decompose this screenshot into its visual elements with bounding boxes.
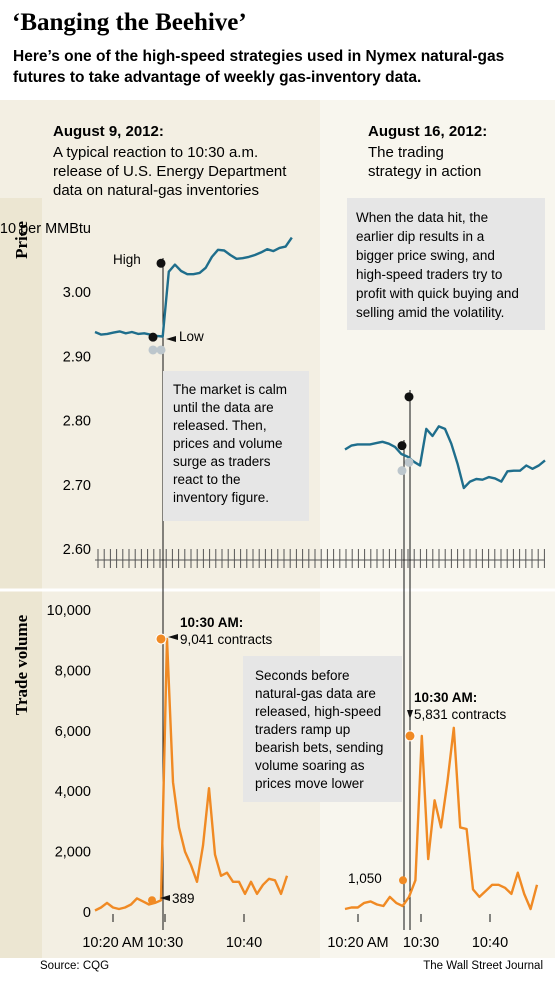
callout-left-line2: until the data are xyxy=(173,400,274,415)
aug16-low-marker xyxy=(397,441,407,451)
price-gray-marker xyxy=(397,466,407,476)
series-layer xyxy=(94,236,546,912)
callout-left-line4: prices and volume xyxy=(173,436,283,451)
callout-left: The market is calm until the data are re… xyxy=(163,371,309,521)
volume-x-tick-label: 10:30 xyxy=(147,935,183,951)
volume-y-ticks: 10,000 8,000 6,000 4,000 2,000 0 xyxy=(47,603,91,921)
price-gray-marker xyxy=(156,345,166,355)
aug16-volume-before-marker xyxy=(399,876,407,885)
left-desc-line2: release of U.S. Energy Department xyxy=(53,163,287,180)
label-high: High xyxy=(113,252,141,267)
volume-y-tick-label: 10,000 xyxy=(47,603,91,619)
price-label-bg xyxy=(0,198,42,590)
callout-left-box xyxy=(163,371,309,521)
right-desc-line2: strategy in action xyxy=(368,163,481,180)
price-y-tick-label: 2.70 xyxy=(63,478,91,494)
aug16-high-marker xyxy=(404,392,414,402)
callout-left-line6: react to the xyxy=(173,472,241,487)
price-y-tick-label: 2.60 xyxy=(63,542,91,558)
callout-right-top-line5: profit with quick buying and xyxy=(356,286,519,301)
left-desc-line1: A typical reaction to 10:30 a.m. xyxy=(53,144,258,161)
volume-x-ticks: 10:20 AM 10:30 10:40 10:20 AM 10:30 10:40 xyxy=(82,914,508,951)
callout-left-line5: surge as traders xyxy=(173,454,271,469)
right-vol-annotation-before: 1,050 xyxy=(348,871,382,886)
price-y-tick-label: $3.10 per MMBtu xyxy=(0,221,91,237)
volume-x-tick-label: 10:20 AM xyxy=(327,935,388,951)
callout-right-top-line3: bigger price swing, and xyxy=(356,248,495,263)
aug16-volume-peak-marker xyxy=(404,730,416,742)
callout-right-volume-line5: bearish bets, sending xyxy=(255,740,383,755)
callout-right-volume-line1: Seconds before xyxy=(255,668,350,683)
callout-left-line7: inventory figure. xyxy=(173,490,269,505)
callout-right-top: When the data hit, the earlier dip resul… xyxy=(347,198,545,330)
volume-y-tick-label: 0 xyxy=(83,905,91,921)
left-panel-bg xyxy=(0,100,320,958)
left-peak-pointer-icon xyxy=(168,634,178,640)
volume-x-tick-label: 10:40 xyxy=(226,935,262,951)
volume-y-tick-label: 4,000 xyxy=(55,784,91,800)
aug9-volume-before-marker xyxy=(148,896,156,905)
volume-axis-label: Trade volume xyxy=(12,614,31,715)
price-y-ticks: $3.10 per MMBtu 3.00 2.90 2.80 2.70 2.60 xyxy=(0,221,91,558)
volume-label-bg xyxy=(0,590,42,958)
right-vol-annotation-time: 10:30 AM: xyxy=(414,690,477,705)
left-date: August 9, 2012: xyxy=(53,123,164,140)
volume-x-tick-label: 10:40 xyxy=(472,935,508,951)
chart-title: ‘Banging the Beehive’ xyxy=(12,9,247,36)
callout-right-volume-line3: released, high-speed xyxy=(255,704,381,719)
callout-right-top-box xyxy=(347,198,545,330)
price-gray-marker xyxy=(404,457,414,467)
callout-right-top-line4: high-speed traders try to xyxy=(356,267,502,282)
right-peak-pointer-icon xyxy=(407,710,413,719)
price-y-tick-label: 2.80 xyxy=(63,414,91,430)
price-axis-label: Price xyxy=(12,221,31,259)
left-vol-annotation-before: 389 xyxy=(172,891,195,906)
volume-line-aug9 xyxy=(94,637,289,912)
price-line-aug16 xyxy=(344,425,546,490)
low-marker xyxy=(148,332,158,342)
footer-credit: The Wall Street Journal xyxy=(423,960,543,972)
callout-right-volume: Seconds before natural-gas data are rele… xyxy=(243,656,402,802)
callout-right-volume-box xyxy=(243,656,402,802)
marker-layer xyxy=(148,258,416,905)
callout-left-line3: released. Then, xyxy=(173,418,267,433)
left-desc-line3: data on natural-gas inventories xyxy=(53,182,259,199)
callout-right-top-line6: selling amid the volatility. xyxy=(356,305,504,320)
price-y-tick-label: 3.00 xyxy=(63,285,91,301)
chart-subtitle-line2: futures to take advantage of weekly gas-… xyxy=(13,69,421,86)
callout-right-top-line2: earlier dip results in a xyxy=(356,229,485,244)
left-vol-annotation-value: 9,041 contracts xyxy=(180,632,273,647)
volume-y-tick-label: 8,000 xyxy=(55,663,91,679)
right-date: August 16, 2012: xyxy=(368,123,487,140)
price-y-tick-label: 2.90 xyxy=(63,349,91,365)
callout-right-volume-line6: volume soaring as xyxy=(255,758,365,773)
callout-right-volume-line2: natural-gas data are xyxy=(255,686,376,701)
left-before-pointer-icon xyxy=(160,895,170,901)
aug9-volume-peak-marker xyxy=(155,633,167,645)
low-pointer-icon xyxy=(166,336,176,342)
high-marker xyxy=(156,258,166,268)
left-vol-annotation-time: 10:30 AM: xyxy=(180,615,243,630)
volume-y-tick-label: 6,000 xyxy=(55,724,91,740)
label-low: Low xyxy=(179,329,204,344)
price-line-aug9 xyxy=(94,236,293,338)
time-ruler xyxy=(95,549,545,568)
callout-right-volume-line7: prices move lower xyxy=(255,776,364,791)
callout-left-line1: The market is calm xyxy=(173,382,287,397)
volume-y-tick-label: 2,000 xyxy=(55,845,91,861)
price-gray-marker xyxy=(148,345,158,355)
callout-right-top-line1: When the data hit, the xyxy=(356,210,488,225)
callout-right-volume-line4: traders ramp up xyxy=(255,722,350,737)
footer-source: Source: CQG xyxy=(40,960,109,972)
right-desc-line1: The trading xyxy=(368,144,444,161)
volume-x-tick-label: 10:20 AM xyxy=(82,935,143,951)
volume-line-aug16 xyxy=(344,726,539,911)
volume-x-tick-label: 10:30 xyxy=(403,935,439,951)
right-vol-annotation-value: 5,831 contracts xyxy=(414,707,507,722)
chart-subtitle-line1: Here’s one of the high-speed strategies … xyxy=(13,48,504,65)
